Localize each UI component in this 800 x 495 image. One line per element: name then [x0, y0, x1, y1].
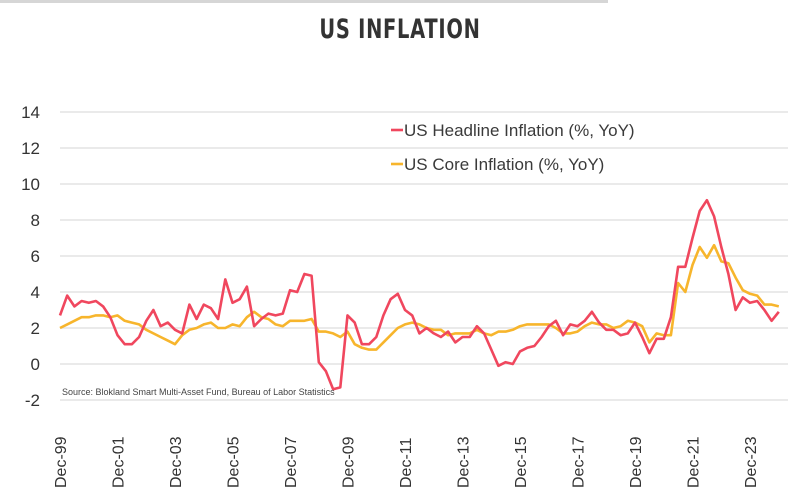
- x-tick-label: Dec-21: [686, 436, 703, 488]
- y-tick-label: 14: [21, 103, 40, 122]
- y-tick-label: 0: [31, 355, 40, 374]
- top-divider: [0, 0, 608, 3]
- x-tick-label: Dec-01: [111, 436, 128, 488]
- x-tick-label: Dec-99: [53, 436, 70, 488]
- x-tick-label: Dec-07: [283, 436, 300, 488]
- legend-label: US Core Inflation (%, YoY): [404, 155, 604, 174]
- y-tick-label: 2: [31, 319, 40, 338]
- x-tick-label: Dec-05: [226, 436, 243, 488]
- x-tick-label: Dec-11: [398, 438, 415, 488]
- y-axis: 14 12 10 8 6 4 2 0 -2: [21, 103, 40, 410]
- y-tick-label: 12: [21, 139, 40, 158]
- legend: US Headline Inflation (%, YoY) US Core In…: [391, 121, 635, 174]
- series-lines: [58, 198, 780, 391]
- x-tick-label: Dec-17: [571, 436, 588, 488]
- series-line-headline: [58, 198, 780, 391]
- y-tick-label: 8: [31, 211, 40, 230]
- y-tick-label: 4: [31, 283, 40, 302]
- source-note: Source: Blokland Smart Multi-Asset Fund,…: [62, 387, 335, 397]
- x-tick-label: Dec-09: [341, 436, 358, 488]
- chart-title: US INFLATION: [319, 14, 481, 45]
- x-tick-label: Dec-19: [628, 436, 645, 488]
- x-tick-label: Dec-13: [456, 436, 473, 488]
- y-tick-label: 10: [21, 175, 40, 194]
- x-tick-label: Dec-03: [168, 436, 185, 488]
- x-tick-label: Dec-23: [743, 436, 760, 488]
- y-tick-label: -2: [25, 391, 40, 410]
- x-tick-label: Dec-15: [513, 436, 530, 488]
- y-tick-label: 6: [31, 247, 40, 266]
- x-axis: Dec-99 Dec-01 Dec-03 Dec-05 Dec-07 Dec-09 Dec-…: [53, 436, 760, 488]
- legend-label: US Headline Inflation (%, YoY): [404, 121, 635, 140]
- series-line-core: [59, 243, 780, 351]
